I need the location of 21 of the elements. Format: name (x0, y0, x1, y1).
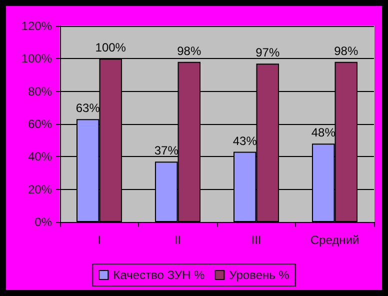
data-label: 100% (95, 40, 126, 55)
data-label: 43% (232, 134, 258, 148)
data-label: 48% (311, 126, 336, 140)
y-tick-label: 120% (21, 19, 52, 33)
legend-label: Качество ЗУН % (113, 268, 205, 282)
y-tick-label: 100% (21, 52, 52, 66)
data-label: 98% (334, 44, 358, 58)
y-tick-label: 60% (28, 117, 52, 131)
legend-label: Уровень % (229, 268, 290, 282)
data-label: 98% (177, 44, 202, 58)
y-tick-label: 0% (34, 215, 52, 229)
x-tick-label: II (174, 233, 182, 247)
y-tick-label: 40% (28, 150, 52, 164)
x-tick-label: III (251, 233, 262, 247)
x-tick-label: Средний (310, 233, 360, 247)
y-tick-label: 80% (28, 84, 52, 98)
x-tick-label: I (98, 233, 101, 247)
data-label: 37% (154, 144, 179, 158)
data-label: 63% (76, 101, 100, 116)
data-label: 97% (256, 46, 280, 60)
y-tick-label: 20% (28, 182, 52, 196)
